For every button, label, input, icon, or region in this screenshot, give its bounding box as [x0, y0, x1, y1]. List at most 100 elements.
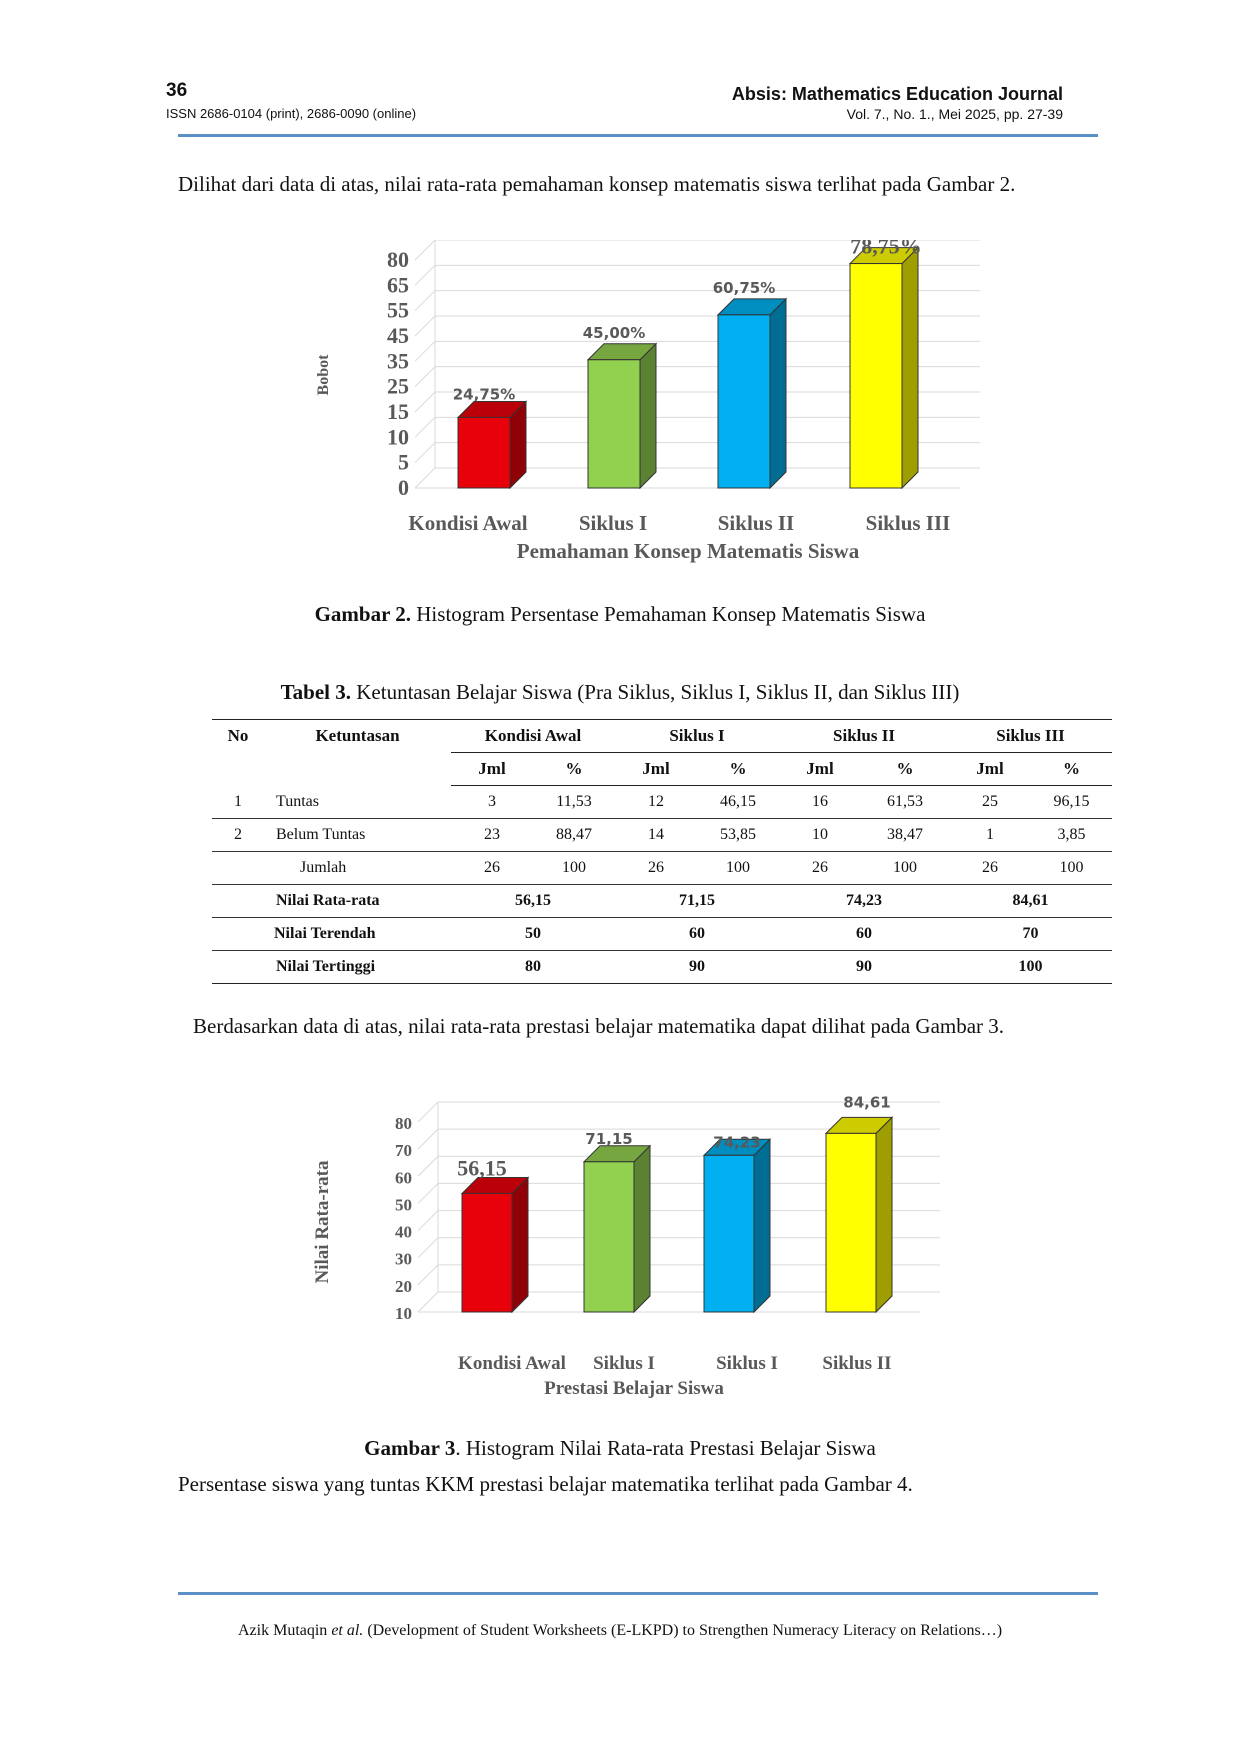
- bar-side: [875, 1116, 893, 1314]
- category-label: Kondisi Awal: [458, 1353, 566, 1374]
- gridline-depth: [414, 442, 436, 464]
- y-axis-title: Bobot: [315, 354, 332, 396]
- cell: 96,15: [1031, 785, 1112, 819]
- summary-label: Nilai Tertinggi: [264, 950, 451, 984]
- cell: [212, 884, 264, 918]
- data-label: 24,75%: [453, 385, 515, 403]
- data-label: 45,00%: [583, 324, 645, 342]
- summary-value: 90: [779, 950, 949, 984]
- bar: [461, 1192, 513, 1313]
- y-tick-label: 70: [395, 1141, 412, 1160]
- gridline-depth: [417, 1128, 439, 1150]
- footer-citation: Azik Mutaqin et al. (Development of Stud…: [0, 1622, 1240, 1640]
- gridline-depth: [417, 1291, 439, 1313]
- table-row: 1 Tuntas 3 11,53 12 46,15 16 61,53 25 96…: [212, 785, 1112, 819]
- table-summary-row: Nilai Rata-rata 56,15 71,15 74,23 84,61: [212, 884, 1112, 918]
- bar: [717, 314, 771, 489]
- summary-label: Nilai Terendah: [264, 917, 451, 951]
- cell: 3: [451, 785, 533, 819]
- gridline-depth: [417, 1210, 439, 1231]
- table-3-caption: Tabel 3. Ketuntasan Belajar Siswa (Pra S…: [0, 680, 1240, 705]
- y-tick-label: 5: [398, 450, 409, 475]
- y-tick-label: 65: [387, 272, 409, 297]
- y-tick-label: 80: [387, 247, 409, 272]
- gridline-depth: [417, 1264, 439, 1286]
- cell: 100: [533, 851, 615, 885]
- figure-2-caption-text: Histogram Persentase Pemahaman Konsep Ma…: [411, 602, 926, 626]
- bar-side: [639, 342, 657, 490]
- data-label: 78,75%: [850, 240, 922, 259]
- cell: 26: [949, 851, 1031, 885]
- gridline-depth: [414, 467, 436, 489]
- gridline-depth: [414, 340, 436, 362]
- summary-value: 84,61: [949, 884, 1112, 918]
- footer-authors: Azik Mutaqin: [237, 1622, 332, 1639]
- table-summary-row: Nilai Tertinggi 80 90 90 100: [212, 950, 1112, 984]
- gridline-depth: [417, 1155, 439, 1177]
- summary-value: 70: [949, 917, 1112, 951]
- summary-value: 50: [451, 917, 615, 951]
- cell: 100: [1031, 851, 1112, 885]
- cell: 26: [451, 851, 533, 885]
- table-3-label: Tabel 3.: [280, 680, 352, 704]
- cell: 100: [861, 851, 949, 885]
- paragraph-1: Dilihat dari data di atas, nilai rata-ra…: [178, 172, 1016, 196]
- summary-value: 80: [451, 950, 615, 984]
- bar-side: [901, 246, 919, 490]
- cell: 26: [615, 851, 697, 885]
- issn: ISSN 2686-0104 (print), 2686-0090 (onlin…: [166, 106, 417, 121]
- row-label: Tuntas: [264, 785, 451, 819]
- y-tick-label: 60: [395, 1168, 412, 1187]
- category-label: Siklus II: [718, 511, 794, 535]
- y-axis-title: Nilai Rata-rata: [312, 1160, 333, 1283]
- subheader-pct: %: [533, 752, 615, 786]
- category-label: Kondisi Awal: [408, 511, 527, 535]
- row-no: 1: [212, 785, 264, 819]
- bar: [457, 416, 511, 489]
- data-label: 74,23: [713, 1133, 760, 1151]
- figure-2-label: Gambar 2.: [314, 602, 412, 626]
- summary-value: 71,15: [615, 884, 779, 918]
- gridline-depth: [414, 240, 436, 261]
- bar: [703, 1154, 755, 1313]
- footer-etal: et al.: [331, 1622, 364, 1639]
- cell: 1: [949, 818, 1031, 852]
- data-label: 71,15: [585, 1130, 632, 1148]
- cell: 14: [615, 818, 697, 852]
- y-tick-label: 50: [395, 1195, 412, 1214]
- header-kondisi-awal: Kondisi Awal: [451, 719, 615, 753]
- cell: 25: [949, 785, 1031, 819]
- cell: 23: [451, 818, 533, 852]
- summary-value: 90: [615, 950, 779, 984]
- gridline-depth: [414, 416, 436, 438]
- cell: 11,53: [533, 785, 615, 819]
- table-row: 2 Belum Tuntas 23 88,47 14 53,85 10 38,4…: [212, 818, 1112, 852]
- table-3-caption-text: Ketuntasan Belajar Siswa (Pra Siklus, Si…: [351, 680, 960, 704]
- figure-3-label: Gambar 3: [364, 1436, 456, 1460]
- y-tick-label: 35: [387, 348, 409, 373]
- data-label: 60,75%: [713, 279, 775, 297]
- bar: [825, 1132, 877, 1313]
- cell: [212, 950, 264, 984]
- paragraph-3: Persentase siswa yang tuntas KKM prestas…: [178, 1472, 913, 1496]
- figure-3-caption: Gambar 3. Histogram Nilai Rata-rata Pres…: [0, 1436, 1240, 1461]
- figure-3-caption-text: . Histogram Nilai Rata-rata Prestasi Bel…: [455, 1436, 876, 1460]
- subheader-jml: Jml: [949, 752, 1031, 786]
- y-tick-label: 30: [395, 1250, 412, 1269]
- bar: [587, 359, 641, 489]
- cell: [212, 917, 264, 951]
- x-axis-title: Prestasi Belajar Siswa: [544, 1378, 724, 1399]
- bar-side: [511, 1176, 529, 1314]
- footer-title: (Development of Student Worksheets (E-LK…: [363, 1622, 1003, 1639]
- category-label: Siklus I: [716, 1353, 778, 1374]
- data-label: 84,61: [843, 1093, 890, 1111]
- subheader-jml: Jml: [779, 752, 861, 786]
- bar: [583, 1161, 635, 1313]
- y-tick-label: 45: [387, 323, 409, 348]
- header-siklus-2: Siklus II: [779, 719, 949, 753]
- row-no: [212, 851, 264, 885]
- cell: 46,15: [697, 785, 779, 819]
- row-label: Jumlah: [264, 851, 451, 885]
- bar-side: [753, 1138, 771, 1314]
